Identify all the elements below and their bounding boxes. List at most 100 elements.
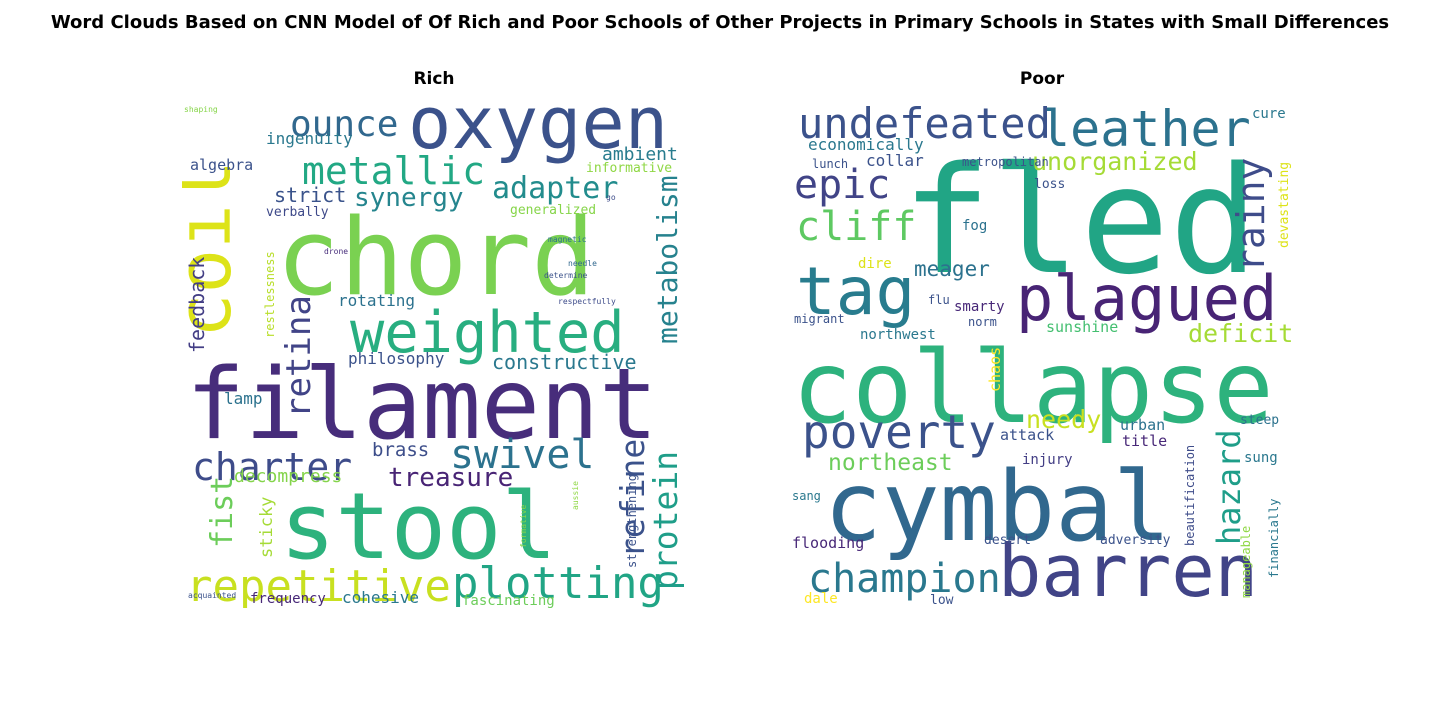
cloud-word: respectfully [558, 297, 616, 306]
cloud-word: sung [1244, 450, 1278, 466]
cloud-word: coil [182, 160, 248, 338]
cloud-word: constructive [492, 350, 637, 374]
cloud-word: oxygen [408, 98, 668, 165]
cloud-word: cliff [796, 204, 916, 250]
cloud-word: weighted [350, 300, 625, 366]
cloud-word: synergy [354, 183, 464, 213]
cloud-word: restlessness [263, 251, 277, 338]
cloud-word: drone [324, 247, 348, 256]
cloud-word: chaos [986, 347, 1004, 392]
cloud-word: aussie [571, 481, 580, 510]
cloud-word: deficit [1188, 319, 1293, 348]
cloud-word: norm [968, 315, 997, 329]
cloud-word: ingenuity [266, 129, 353, 148]
cloud-word: northeast [828, 450, 953, 476]
cloud-word: metabolism [651, 175, 684, 344]
cloud-word: verbally [266, 205, 329, 220]
cloud-word: rotating [338, 291, 415, 310]
cloud-word: injury [1022, 452, 1073, 468]
cloud-word: flooding [792, 534, 864, 552]
cloud-word: champion [808, 556, 1001, 602]
cloud-word: fled [902, 135, 1258, 307]
cloud-word: feedback [185, 257, 209, 353]
cloud-word: migrant [794, 312, 845, 326]
cloud-word: beautification [1183, 445, 1197, 546]
cloud-word: filament [186, 348, 658, 462]
cloud-word: determine [544, 271, 588, 280]
cloud-word: desert [984, 533, 1031, 548]
cloud-word: philosophy [348, 349, 445, 368]
cloud-word: manageable [1239, 526, 1253, 598]
cloud-word: flu [928, 293, 950, 307]
cloud-word: northwest [860, 327, 936, 343]
cloud-word: cure [1252, 106, 1286, 122]
cloud-word: algebra [190, 156, 253, 174]
cloud-word: informative [586, 161, 672, 176]
cloud-word: attack [1000, 426, 1054, 444]
cloud-word: leather [1040, 100, 1251, 158]
cloud-word: needy [1026, 405, 1101, 434]
cloud-word: epic [794, 162, 890, 208]
cloud-word: collapse [792, 329, 1274, 446]
cloud-word: barren [998, 529, 1258, 608]
cloud-word: needle [568, 259, 597, 268]
cloud-word: sticky [257, 497, 277, 558]
cloud-word: metropolitan [962, 155, 1049, 169]
panel-title-rich: Rich [413, 69, 455, 89]
cloud-word: plagued [1016, 262, 1277, 335]
cloud-word: loss [1034, 177, 1065, 192]
cloud-word: adversity [1100, 533, 1171, 548]
cloud-word: chord [276, 196, 595, 319]
cloud-word: cohesive [342, 588, 419, 607]
cloud-word: sunshine [1046, 318, 1118, 336]
cloud-word: strict [274, 183, 346, 207]
cloud-word: stool [280, 473, 557, 580]
cloud-word: cymbal [824, 451, 1171, 563]
cloud-word: sang [792, 489, 821, 503]
chart-title: Word Clouds Based on CNN Model of Of Ric… [50, 12, 1390, 33]
cloud-word: charter [192, 445, 352, 489]
cloud-word: fog [962, 218, 987, 234]
cloud-word: repetitive [186, 561, 451, 608]
cloud-word: economically [808, 135, 924, 154]
cloud-word: unorganized [1032, 147, 1198, 176]
cloud-word: lamp [224, 389, 263, 408]
cloud-word: shaping [184, 105, 218, 114]
cloud-word: undefeated [798, 99, 1051, 148]
cloud-word: meager [914, 257, 990, 281]
cloud-word: strengthening [625, 474, 639, 568]
cloud-word: protein [646, 451, 685, 590]
cloud-word: retina [279, 295, 319, 418]
cloud-word: dale [804, 591, 838, 607]
cloud-word: acquainted [188, 591, 236, 600]
panel-title-poor: Poor [1019, 69, 1065, 89]
cloud-word: dire [858, 256, 892, 272]
cloud-word: metallic [302, 149, 485, 193]
cloud-word: financially [1267, 499, 1281, 578]
cloud-word: treasure [388, 463, 513, 493]
cloud-word: adapter [492, 171, 618, 206]
cloud-word: decompress [234, 466, 342, 487]
cloud-word: plotting [452, 558, 664, 608]
cloud-word: formative [519, 504, 528, 548]
cloud-word: fascinating [462, 593, 555, 608]
cloud-word: low [930, 593, 954, 608]
cloud-word: magnetic [548, 235, 587, 244]
cloud-word: frequency [250, 591, 326, 607]
word-cloud-rich: filament chord stool oxygen coil weighted repe… [182, 98, 685, 608]
cloud-word: steep [1240, 413, 1279, 428]
cloud-word: brass [372, 439, 429, 461]
cloud-word: devastating [1277, 162, 1292, 248]
cloud-word: smarty [954, 299, 1005, 315]
cloud-word: collar [866, 151, 924, 170]
cloud-word: title [1122, 432, 1167, 450]
cloud-word: poverty [802, 405, 996, 459]
cloud-word: ambient [602, 144, 678, 165]
cloud-word: generalized [510, 203, 596, 218]
cloud-word: lunch [812, 157, 848, 171]
cloud-word: refine [613, 439, 652, 558]
cloud-word: ounce [290, 104, 398, 145]
cloud-word: urban [1120, 416, 1165, 434]
cloud-word: rainy [1229, 158, 1273, 272]
